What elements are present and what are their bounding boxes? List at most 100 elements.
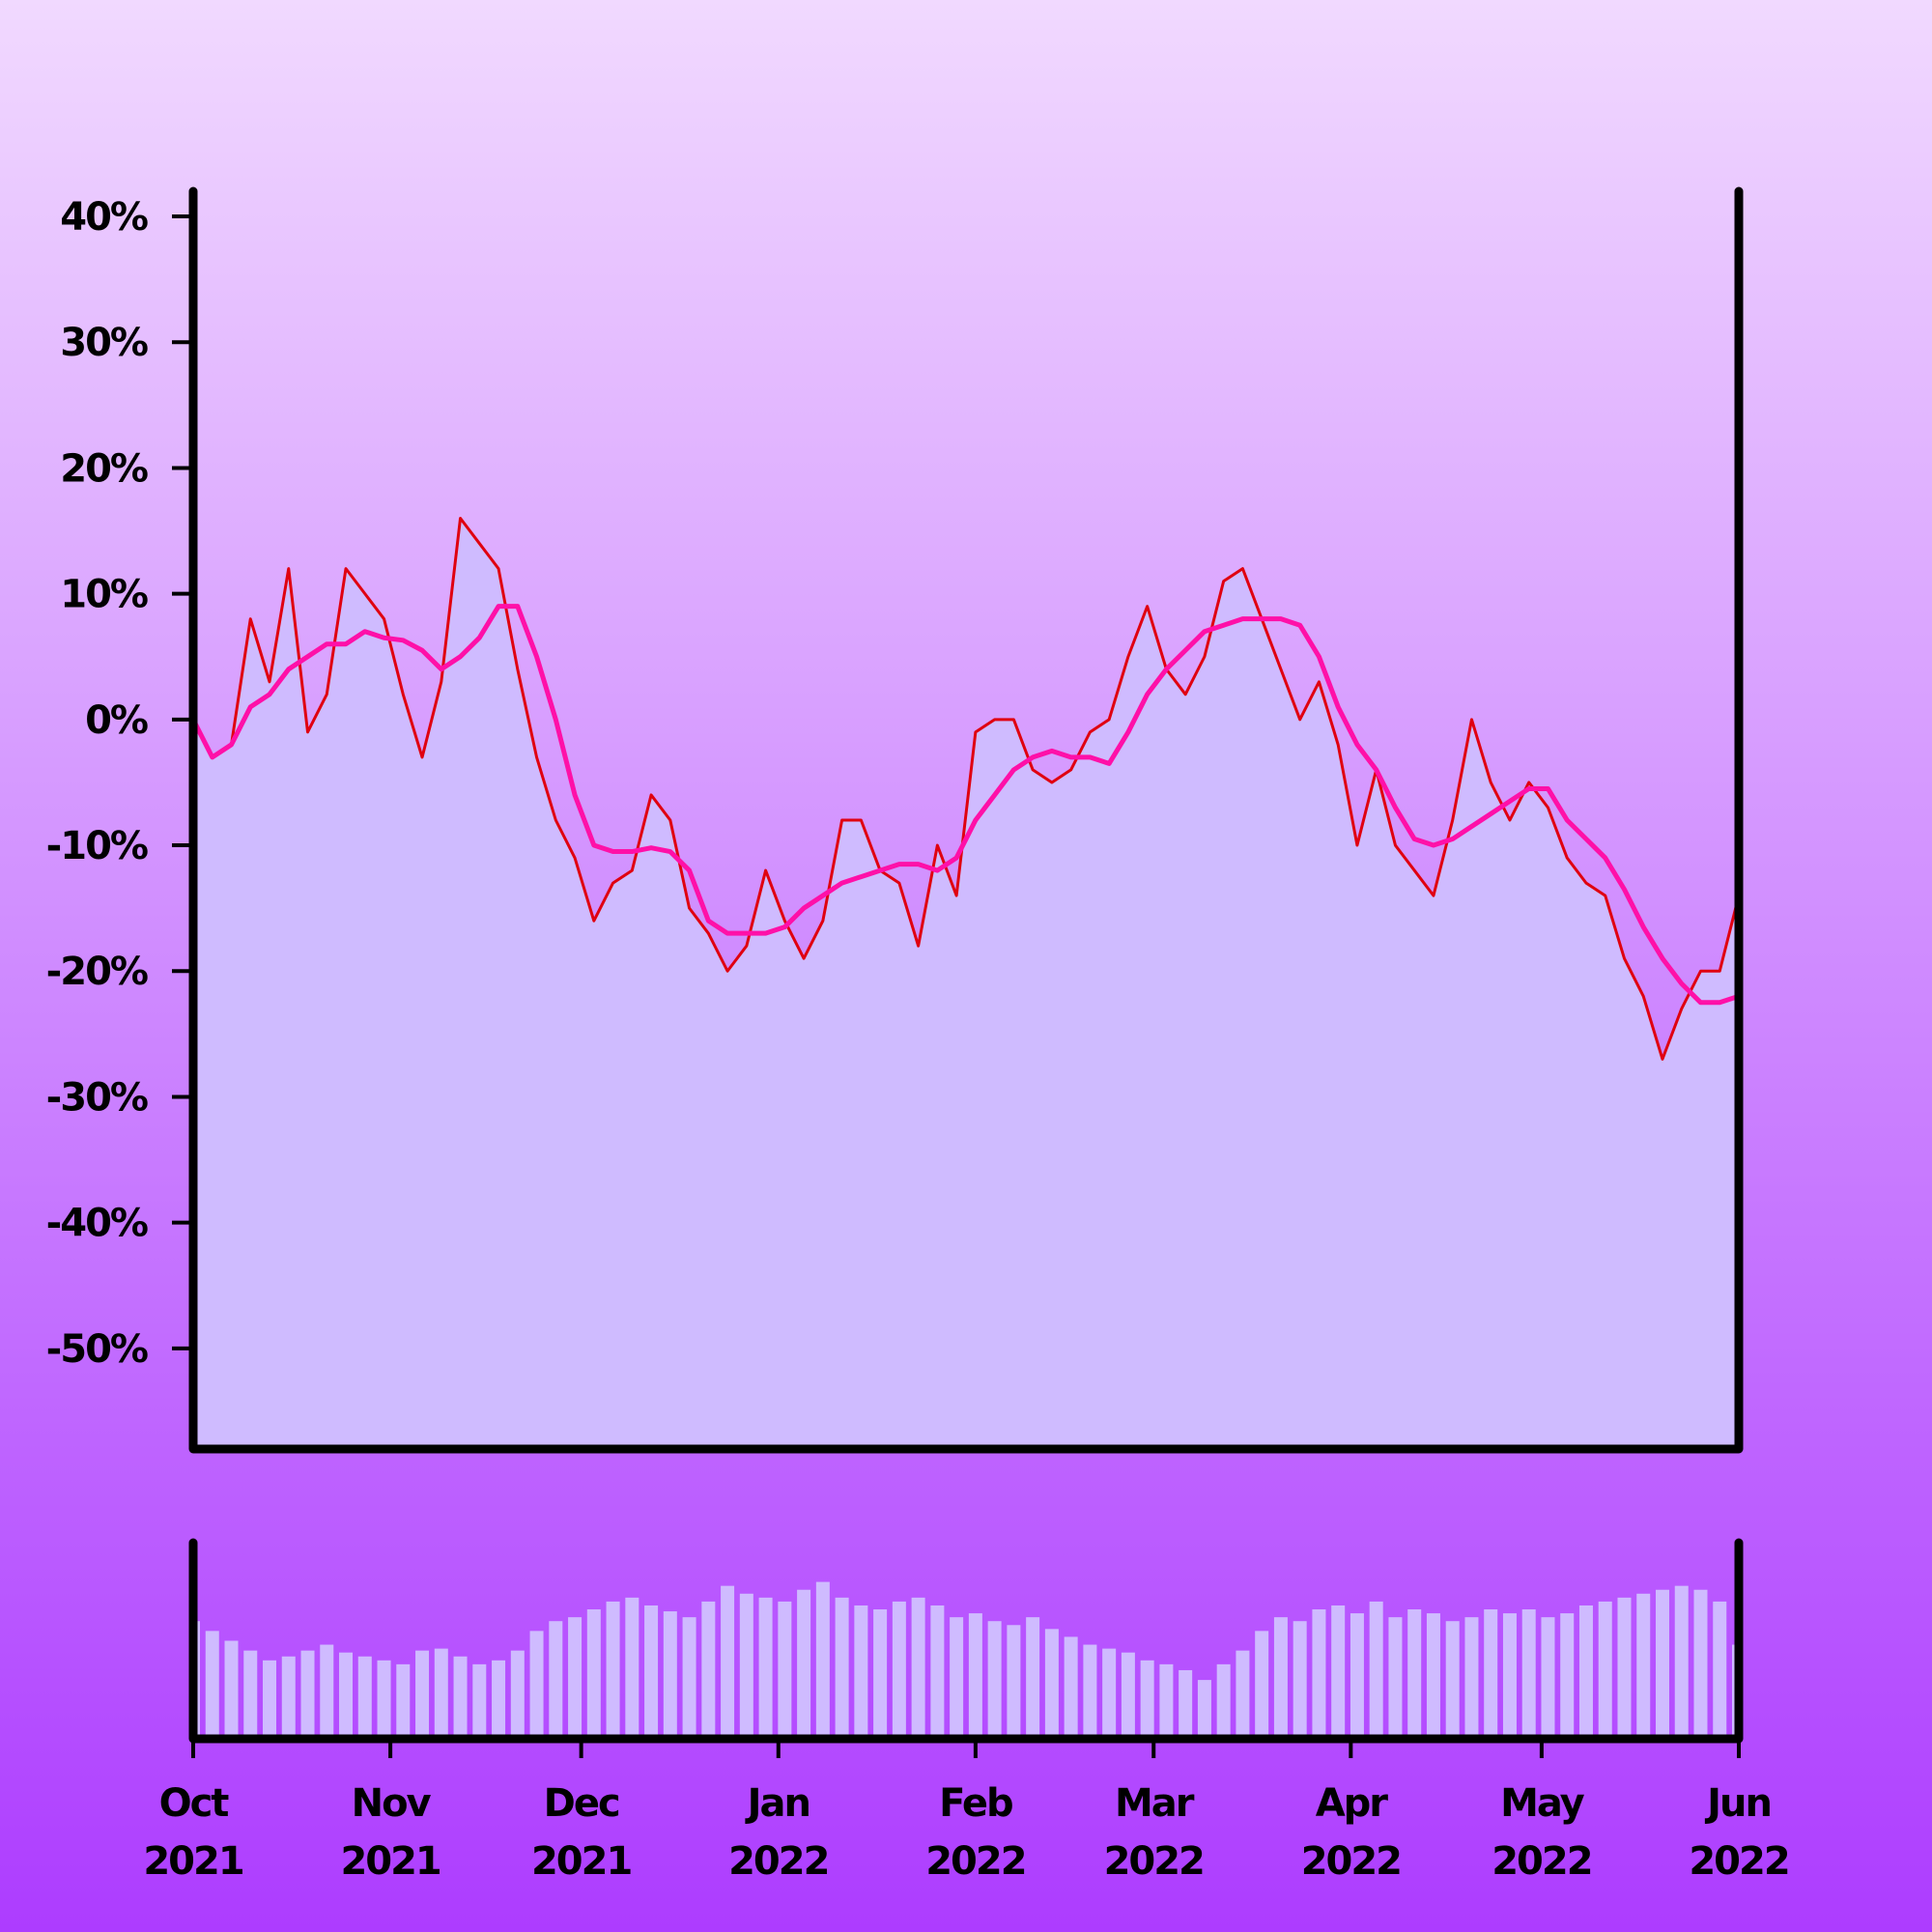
volume-bar (739, 1593, 753, 1739)
volume-bar (1674, 1585, 1689, 1739)
x-tick-label: Apr 2022 (1301, 1781, 1401, 1884)
volume-bar (263, 1660, 277, 1739)
x-tick-label: Oct 2021 (143, 1781, 242, 1884)
volume-bar (1102, 1648, 1117, 1739)
y-tick-label: -10% (46, 824, 148, 868)
volume-bar (1369, 1601, 1383, 1739)
volume-bar (1464, 1617, 1479, 1739)
volume-bar (701, 1601, 716, 1739)
volume-bar (1388, 1617, 1403, 1739)
volume-bar (339, 1652, 354, 1739)
volume-bar (1713, 1601, 1727, 1739)
volume-bar (930, 1605, 945, 1739)
area (193, 518, 1739, 1449)
volume-bar (1331, 1605, 1346, 1739)
price-panel: 40% 30% 20% 10% 0% -10% -20% -30% -40% -50% (46, 186, 1744, 1454)
volume-bar (892, 1601, 906, 1739)
volume-bar (663, 1611, 677, 1739)
volume-bar (197, 1621, 200, 1739)
volume-bar (529, 1631, 544, 1739)
volume-bar (1293, 1621, 1307, 1739)
volume-bar (950, 1617, 964, 1739)
volume-bar (682, 1617, 696, 1739)
volume-bar (1693, 1589, 1708, 1739)
x-tick-label: Nov 2021 (340, 1781, 440, 1884)
volume-bar (586, 1609, 601, 1739)
volume-bar (1521, 1609, 1536, 1739)
volume-bar (453, 1656, 468, 1739)
volume-bar (1655, 1589, 1669, 1739)
y-tick-label: 20% (60, 446, 148, 491)
volume-bar (1179, 1669, 1193, 1739)
volume-bar (758, 1597, 773, 1739)
volume-bar (606, 1601, 620, 1739)
volume-bar (320, 1644, 334, 1739)
volume-panel: Oct 2021 Nov 2021 Dec 2021 Jan 2022 Feb 2022 Mar 20… (143, 1538, 1791, 1884)
volume-bar (243, 1650, 258, 1739)
volume-bar (568, 1617, 582, 1739)
volume-bar (1121, 1652, 1135, 1739)
volume-bar (778, 1601, 792, 1739)
line (190, 604, 1740, 1006)
axis-frame (188, 1538, 1744, 1744)
volume-bar (1426, 1613, 1440, 1739)
volume-bar (300, 1650, 315, 1739)
volume-bar (1159, 1663, 1174, 1739)
y-tick-label: -40% (46, 1202, 148, 1246)
x-tick-label: Jun 2022 (1689, 1781, 1788, 1884)
volume-bar (1350, 1613, 1364, 1739)
volume-bar (1140, 1660, 1154, 1739)
y-tick-label: 40% (60, 195, 148, 240)
volume-bar (1083, 1644, 1097, 1739)
volume-bar (415, 1650, 430, 1739)
y-tick-label: -30% (46, 1075, 148, 1120)
volume-bar (721, 1585, 735, 1739)
axis-frame (188, 186, 1744, 1454)
volume-bar (815, 1581, 830, 1739)
volume-bar (1560, 1613, 1575, 1739)
volume-bar (224, 1640, 239, 1739)
volume-bar (549, 1621, 563, 1739)
volume-bar (1598, 1601, 1612, 1739)
volume-bar (205, 1631, 219, 1739)
volume-bar (1197, 1680, 1211, 1739)
volume-bar (357, 1656, 372, 1739)
volume-bar (396, 1663, 411, 1739)
volume-bar (1007, 1625, 1021, 1739)
volume-bar (1617, 1597, 1632, 1739)
volume-bar (987, 1621, 1002, 1739)
y-tick-label: -50% (46, 1327, 148, 1372)
volume-bar (1064, 1636, 1078, 1739)
line (191, 517, 1741, 1061)
volume-bar (873, 1609, 888, 1739)
volume-bar (1044, 1629, 1059, 1739)
x-tick-label: May 2022 (1492, 1781, 1591, 1884)
volume-bar (1407, 1609, 1422, 1739)
volume-bar (1541, 1617, 1555, 1739)
volume-bar (472, 1663, 487, 1739)
volume-bar (1255, 1631, 1269, 1739)
x-tick-label: Dec 2021 (531, 1781, 631, 1884)
y-tick-label: 30% (60, 321, 148, 365)
volume-bar (510, 1650, 525, 1739)
volume-bar (1216, 1663, 1231, 1739)
volume-bar (625, 1597, 639, 1739)
volume-bar (1026, 1617, 1040, 1739)
volume-bar (911, 1597, 925, 1739)
volume-bar (492, 1660, 506, 1739)
volume-bar (1236, 1650, 1250, 1739)
volume-bar (1732, 1644, 1735, 1739)
x-tick-label: Mar 2022 (1104, 1781, 1204, 1884)
volume-bar (1502, 1613, 1517, 1739)
volume-bar (1636, 1593, 1651, 1739)
volume-bar (1578, 1605, 1593, 1739)
volume-bar (1273, 1617, 1288, 1739)
volume-bar (835, 1597, 849, 1739)
y-tick-label: 10% (60, 573, 148, 617)
x-tick-label: Feb 2022 (925, 1781, 1025, 1884)
volume-bar (797, 1589, 811, 1739)
volume-bar (377, 1660, 391, 1739)
volume-bar (854, 1605, 868, 1739)
volume-bar (1312, 1609, 1326, 1739)
